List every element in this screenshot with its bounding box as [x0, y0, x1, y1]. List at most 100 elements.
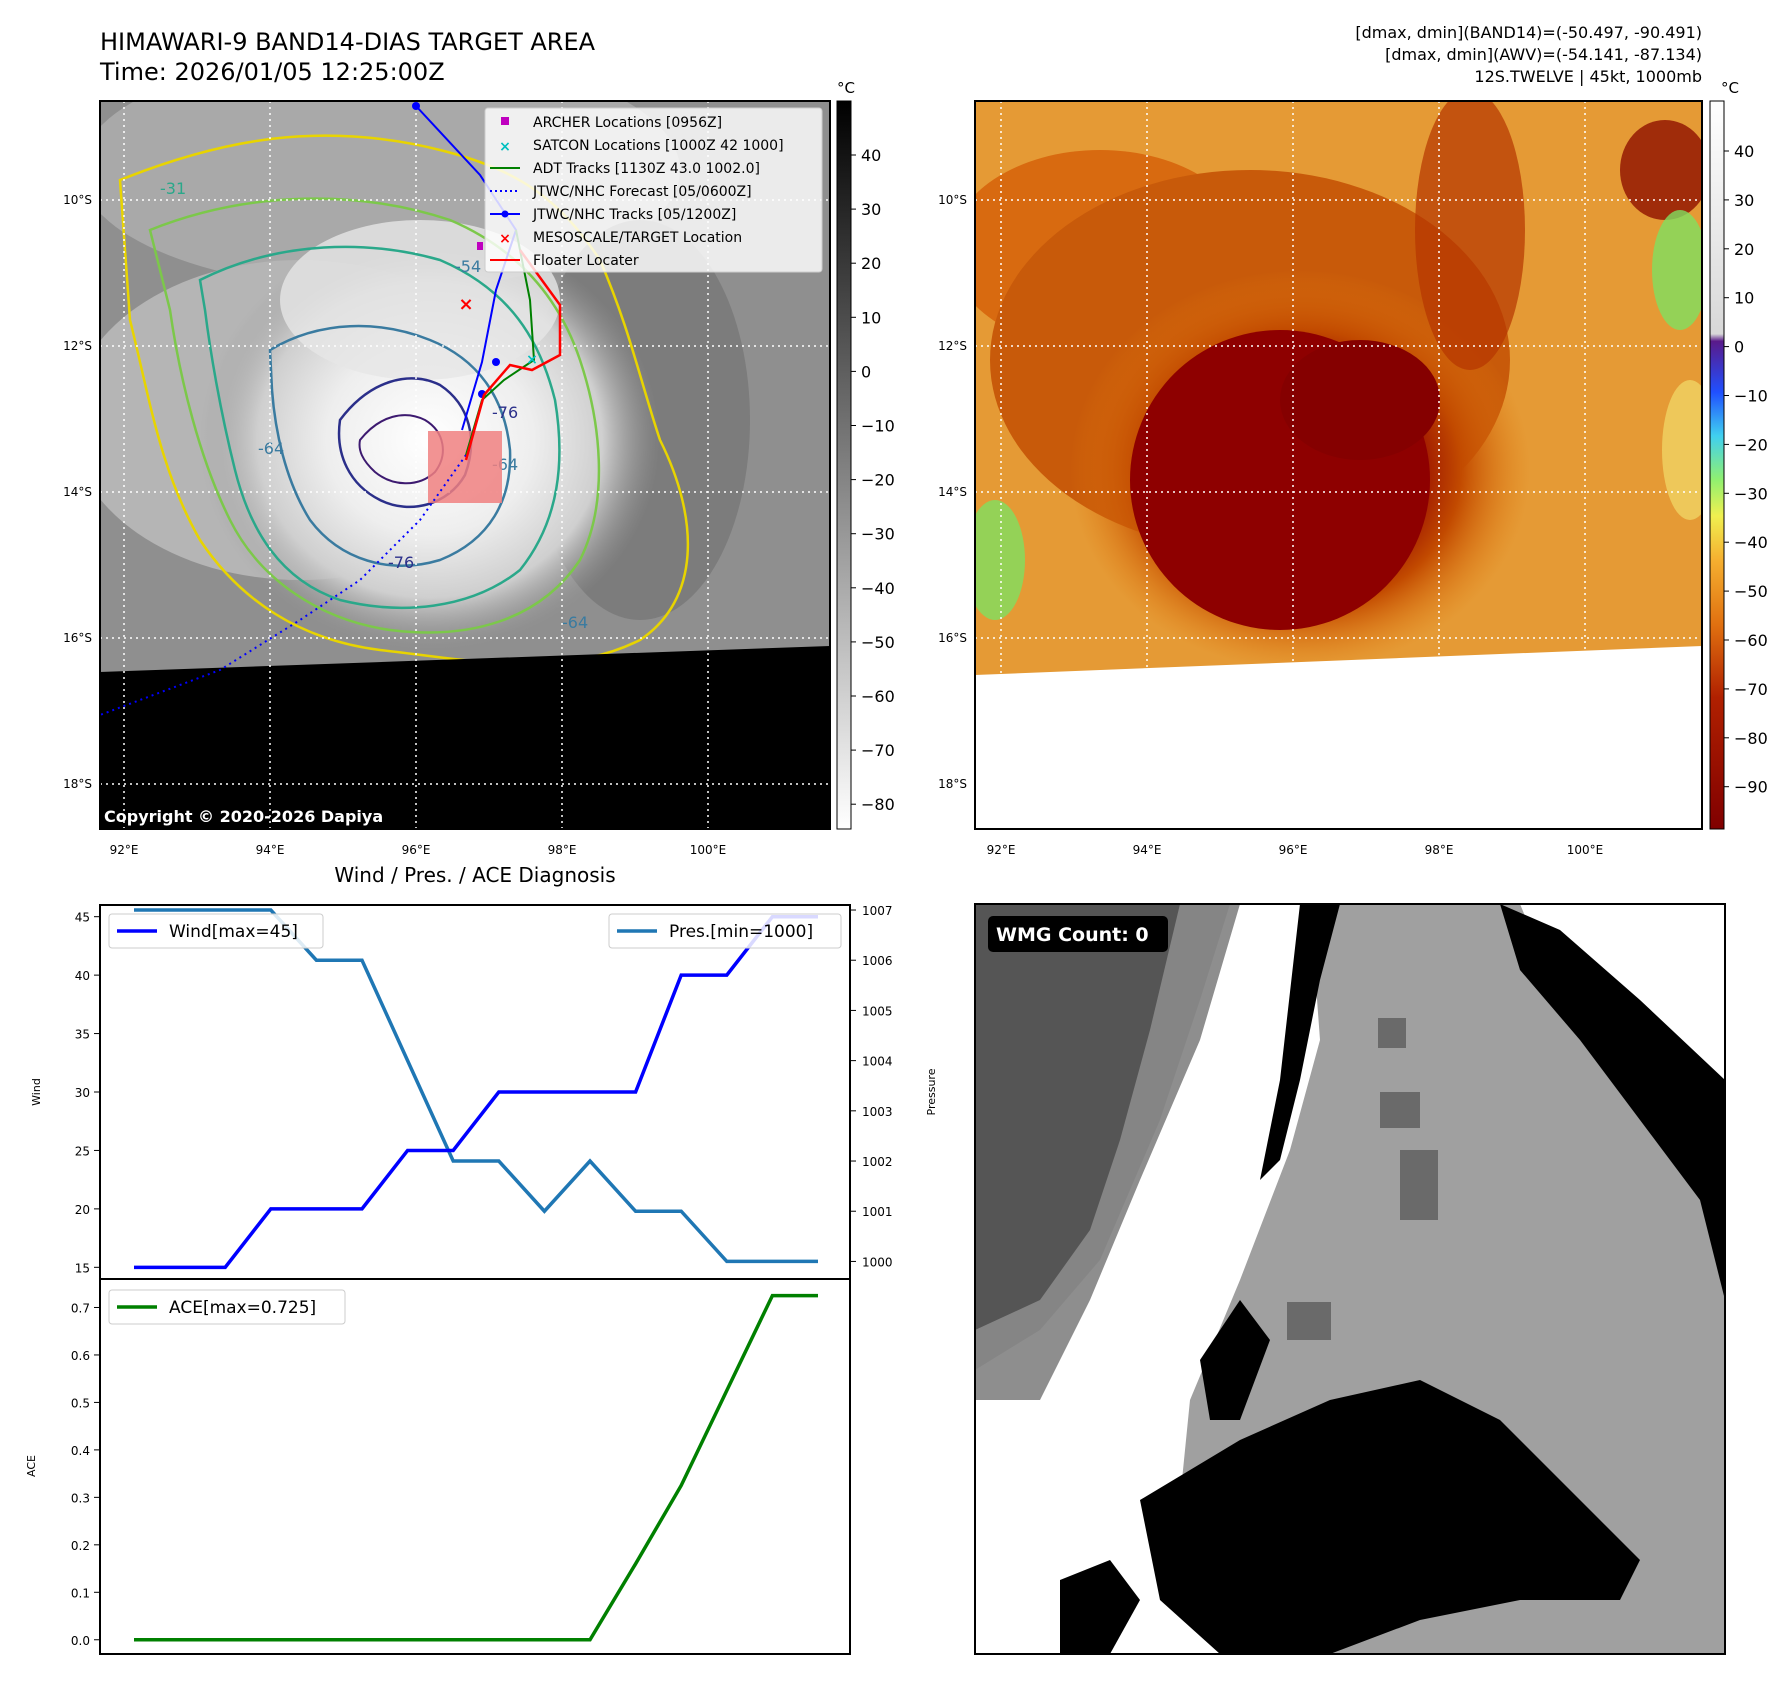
colorbar-tick-label: 20 — [861, 254, 881, 273]
awv-no-data-region — [975, 646, 1702, 829]
wind-tick-label: 20 — [75, 1203, 90, 1217]
colorbar-tick-label: −10 — [861, 417, 895, 436]
lat-label: 10°S — [63, 193, 92, 207]
colorbar-tick-label: 0 — [1734, 338, 1744, 357]
colorbar-tick-label: 20 — [1734, 240, 1754, 259]
ace-tick-label: 0.5 — [71, 1396, 90, 1410]
wind-plot-frame — [99, 904, 851, 1280]
ace-legend: ACE[max=0.725] — [108, 1289, 346, 1325]
wmg-cell — [1400, 1150, 1438, 1220]
lon-label: 92°E — [110, 843, 139, 857]
colorbar-tick-label: −70 — [861, 741, 895, 760]
legend-adt: ADT Tracks [1130Z 43.0 1002.0] — [533, 161, 760, 177]
ace-axis-ticks: 0.7 0.6 0.5 0.4 0.3 0.2 0.1 0.0 — [71, 1301, 100, 1648]
wmg-panel: WMG Count: 0 — [974, 903, 1726, 1655]
pressure-tick-label: 1006 — [862, 954, 893, 968]
ace-tick-label: 0.0 — [71, 1634, 90, 1648]
wmg-region-mid — [975, 904, 1240, 1400]
ace-tick-label: 0.3 — [71, 1491, 90, 1505]
pressure-series-line — [134, 908, 818, 1264]
contour-label: -64 — [562, 613, 588, 632]
colorbar-tick-label: −40 — [1734, 533, 1768, 552]
legend-forecast: JTWC/NHC Forecast [05/0600Z] — [532, 184, 752, 200]
awv-map-panel: 92°E 94°E 96°E 98°E 100°E 10°S 12°S 14°S… — [938, 100, 1703, 857]
ir-colorbar-ticks: 40 30 20 10 0 −10 −20 −30 −40 −50 −60 −70 −80 — [851, 146, 895, 814]
pressure-legend-box — [608, 913, 842, 949]
legend-satcon-icon: × — [499, 139, 511, 155]
colorbar-tick-label: −30 — [861, 525, 895, 544]
colorbar-tick-label: −60 — [1734, 631, 1768, 650]
figure-title: HIMAWARI-9 BAND14-DIAS TARGET AREA — [100, 28, 596, 56]
legend-archer: ARCHER Locations [0956Z] — [533, 115, 722, 131]
awv-colorbar-gradient — [1709, 100, 1725, 830]
pressure-tick-label: 1005 — [862, 1004, 893, 1018]
archer-marker — [477, 242, 483, 250]
figure-time: Time: 2026/01/05 12:25:00Z — [99, 58, 445, 86]
legend-jtwc-dot-icon — [501, 210, 509, 218]
legend-satcon: SATCON Locations [1000Z 42 1000] — [533, 138, 784, 154]
copyright-text: Copyright © 2020-2026 Dapiya — [104, 807, 383, 826]
awv-moist-band — [1415, 101, 1525, 370]
ir-colorbar-gradient — [836, 100, 852, 830]
awv-grid — [975, 101, 1702, 829]
wmg-cell — [1287, 1302, 1331, 1340]
ir-map-panel: -31 -54 -76 -64 -64 -76 -64 — [63, 100, 831, 857]
wmg-count-label: WMG Count: 0 — [996, 924, 1149, 946]
colorbar-tick-label: −70 — [1734, 680, 1768, 699]
lon-label: 92°E — [987, 843, 1016, 857]
colorbar-tick-label: 30 — [1734, 191, 1754, 210]
colorbar-tick-label: −50 — [861, 633, 895, 652]
lat-label: 14°S — [938, 485, 967, 499]
ace-series-line — [134, 1293, 818, 1642]
lon-label: 96°E — [1279, 843, 1308, 857]
ace-tick-label: 0.4 — [71, 1444, 90, 1458]
pressure-axis-ticks: 1007 1006 1005 1004 1003 1002 1001 1000 — [850, 904, 893, 1269]
awv-dry-patch — [975, 500, 1025, 620]
colorbar-tick-label: −50 — [1734, 582, 1768, 601]
diagnosis-title: Wind / Pres. / ACE Diagnosis — [334, 863, 615, 887]
target-area-box — [428, 431, 502, 503]
wind-tick-label: 30 — [75, 1086, 90, 1100]
contour-steel — [268, 324, 512, 567]
lat-label: 14°S — [63, 485, 92, 499]
wind-legend-box — [108, 913, 324, 949]
pressure-legend-label: Pres.[min=1000] — [669, 922, 813, 942]
satcon-marker: × — [526, 352, 538, 368]
colorbar-tick-label: −80 — [861, 795, 895, 814]
lon-label: 96°E — [402, 843, 431, 857]
ir-colorbar-unit: °C — [837, 79, 855, 97]
wind-legend: Wind[max=45] — [108, 913, 324, 949]
info-storm: 12S.TWELVE | 45kt, 1000mb — [1474, 67, 1702, 86]
wmg-region-black — [1140, 1380, 1640, 1654]
wind-axis-ticks: 45 40 35 30 25 20 15 — [75, 911, 100, 1275]
colorbar-tick-label: −40 — [861, 579, 895, 598]
lon-label: 94°E — [256, 843, 285, 857]
wind-tick-label: 45 — [75, 911, 90, 925]
colorbar-tick-label: −20 — [861, 471, 895, 490]
lat-label: 16°S — [63, 631, 92, 645]
wind-series-line — [134, 914, 818, 1270]
contour-label: -76 — [492, 403, 518, 422]
colorbar-tick-label: 10 — [861, 308, 881, 327]
jtwc-track-point — [412, 102, 420, 110]
ace-chart: ACE 0.7 0.6 0.5 0.4 0.3 0.2 0.1 0.0 ACE[max=0.7… — [25, 1278, 851, 1655]
legend-box — [484, 107, 823, 273]
lon-label: 100°E — [690, 843, 727, 857]
awv-colorbar: °C 40 30 20 10 0 −10 −20 −30 −40 −50 −60 −70 −80 −90 — [1709, 79, 1768, 830]
pressure-tick-label: 1004 — [862, 1055, 893, 1069]
ace-tick-label: 0.6 — [71, 1349, 90, 1363]
awv-dry-patch — [1652, 210, 1702, 330]
wind-tick-label: 40 — [75, 969, 90, 983]
wmg-region-black — [1500, 904, 1725, 1300]
info-band14-range: [dmax, dmin](BAND14)=(-50.497, -90.491) — [1355, 23, 1702, 42]
colorbar-tick-label: 0 — [861, 362, 871, 381]
ace-tick-label: 0.2 — [71, 1539, 90, 1553]
wmg-cell — [1378, 1018, 1406, 1048]
colorbar-tick-label: −60 — [861, 687, 895, 706]
contour-green — [148, 197, 601, 634]
awv-moist-band — [1620, 120, 1702, 220]
contour-label: -54 — [455, 257, 481, 276]
pressure-tick-label: 1001 — [862, 1205, 893, 1219]
lon-label: 100°E — [1567, 843, 1604, 857]
